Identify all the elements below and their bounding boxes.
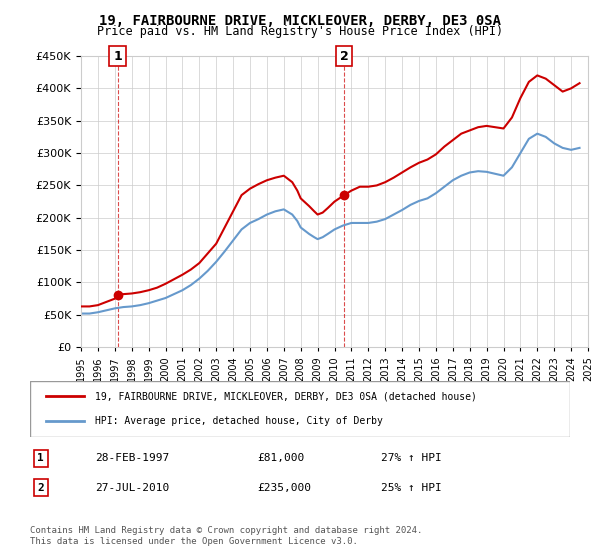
Text: 19, FAIRBOURNE DRIVE, MICKLEOVER, DERBY, DE3 0SA: 19, FAIRBOURNE DRIVE, MICKLEOVER, DERBY,…	[99, 14, 501, 28]
Text: £81,000: £81,000	[257, 454, 304, 464]
Text: 2: 2	[37, 483, 44, 493]
Text: 27-JUL-2010: 27-JUL-2010	[95, 483, 169, 493]
Text: 28-FEB-1997: 28-FEB-1997	[95, 454, 169, 464]
Text: Contains HM Land Registry data © Crown copyright and database right 2024.
This d: Contains HM Land Registry data © Crown c…	[30, 526, 422, 546]
Text: 1: 1	[37, 454, 44, 464]
Text: 1: 1	[113, 49, 122, 63]
Text: Price paid vs. HM Land Registry's House Price Index (HPI): Price paid vs. HM Land Registry's House …	[97, 25, 503, 38]
FancyBboxPatch shape	[30, 381, 570, 437]
Text: 25% ↑ HPI: 25% ↑ HPI	[381, 483, 442, 493]
Text: HPI: Average price, detached house, City of Derby: HPI: Average price, detached house, City…	[95, 416, 383, 426]
Text: £235,000: £235,000	[257, 483, 311, 493]
Text: 27% ↑ HPI: 27% ↑ HPI	[381, 454, 442, 464]
Text: 2: 2	[340, 49, 349, 63]
Text: 19, FAIRBOURNE DRIVE, MICKLEOVER, DERBY, DE3 0SA (detached house): 19, FAIRBOURNE DRIVE, MICKLEOVER, DERBY,…	[95, 391, 476, 402]
